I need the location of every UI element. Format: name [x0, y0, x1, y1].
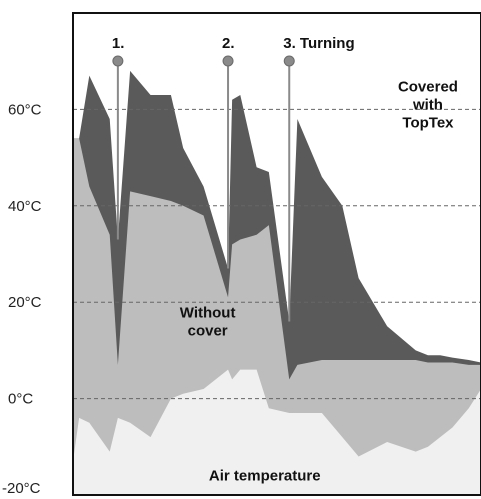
y-tick-label: 60°C	[8, 101, 42, 118]
turning-marker-head	[112, 55, 124, 67]
area-series-3	[73, 369, 481, 495]
y-tick-label: 40°C	[8, 198, 42, 215]
turning-markers: 1. 2. 3. Turning	[112, 35, 355, 322]
y-tick-label: -20°C	[2, 480, 41, 497]
turning-marker-label: 3. Turning	[283, 35, 354, 52]
series-annotation: Air temperature	[209, 468, 321, 485]
chart-areas	[73, 70, 481, 495]
y-tick-label: 0°C	[8, 391, 33, 408]
turning-marker-label: 1.	[112, 35, 125, 52]
series-annotation: Covered	[398, 79, 458, 96]
turning-marker-head	[283, 55, 295, 67]
y-tick-label: 20°C	[8, 294, 42, 311]
plot-frame	[72, 12, 481, 496]
series-annotation: TopTex	[402, 115, 454, 132]
turning-marker-head	[222, 55, 234, 67]
gridlines	[73, 108, 481, 400]
y-axis-ticks: -20°C 0°C 20°C 40°C 60°C	[2, 101, 42, 497]
series-annotation: with	[412, 97, 443, 114]
turning-marker-label: 2.	[222, 35, 235, 52]
series-annotation: cover	[188, 322, 228, 339]
series-annotation: Without	[180, 304, 236, 321]
